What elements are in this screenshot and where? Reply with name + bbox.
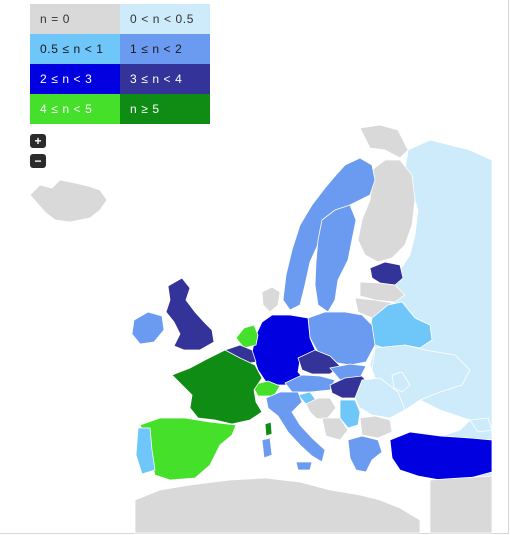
legend-label: 1 ≤ n < 2	[130, 42, 183, 56]
country-greece[interactable]	[347, 435, 383, 473]
country-corsica[interactable]	[264, 421, 273, 437]
country-portugal[interactable]	[135, 427, 156, 475]
country-croatia[interactable]	[305, 397, 337, 421]
legend-label: 0.5 ≤ n < 1	[40, 42, 104, 56]
legend-label: 2 ≤ n < 3	[40, 72, 93, 86]
legend-item: 0.5 ≤ n < 1	[30, 34, 120, 64]
country-italy[interactable]	[265, 391, 326, 463]
country-norway[interactable]	[282, 157, 376, 311]
zoom-in-button[interactable]: +	[30, 134, 46, 148]
legend-item: n = 0	[30, 4, 120, 34]
country-poland[interactable]	[307, 311, 376, 366]
legend-item: 2 ≤ n < 3	[30, 64, 120, 94]
legend-item: n ≥ 5	[120, 94, 210, 124]
country-turkey[interactable]	[389, 431, 493, 481]
country-north-africa[interactable]	[134, 477, 421, 534]
country-greenland[interactable]	[29, 179, 108, 223]
legend: n = 0 0 < n < 0.5 0.5 ≤ n < 1 1 ≤ n < 2 …	[30, 4, 210, 124]
legend-item: 0 < n < 0.5	[120, 4, 210, 34]
country-latvia[interactable]	[359, 281, 406, 303]
legend-label: n = 0	[40, 12, 71, 26]
country-spain[interactable]	[139, 417, 237, 481]
country-middle-east[interactable]	[429, 475, 493, 534]
country-slovakia[interactable]	[329, 363, 367, 381]
legend-item: 3 ≤ n < 4	[120, 64, 210, 94]
country-romania[interactable]	[354, 377, 406, 419]
legend-label: 0 < n < 0.5	[130, 12, 194, 26]
legend-label: 3 ≤ n < 4	[130, 72, 183, 86]
legend-item: 1 ≤ n < 2	[120, 34, 210, 64]
country-bulgaria[interactable]	[359, 415, 393, 439]
country-sardinia[interactable]	[261, 437, 273, 459]
country-sicily[interactable]	[295, 461, 313, 471]
legend-label: 4 ≤ n < 5	[40, 102, 93, 116]
country-germany[interactable]	[251, 314, 317, 386]
country-uk[interactable]	[165, 277, 215, 351]
country-georgia[interactable]	[469, 417, 493, 433]
zoom-out-button[interactable]: −	[30, 154, 46, 168]
country-moldova[interactable]	[391, 371, 411, 393]
country-estonia[interactable]	[369, 261, 404, 286]
country-switzerland[interactable]	[251, 380, 281, 397]
country-bosnia[interactable]	[321, 417, 349, 441]
country-ireland[interactable]	[131, 311, 165, 345]
legend-label: n ≥ 5	[130, 102, 160, 116]
legend-item: 4 ≤ n < 5	[30, 94, 120, 124]
country-sweden[interactable]	[314, 204, 357, 313]
country-denmark[interactable]	[261, 286, 281, 313]
country-netherlands[interactable]	[235, 324, 259, 349]
country-iceland[interactable]	[359, 124, 409, 159]
country-france[interactable]	[171, 349, 263, 425]
